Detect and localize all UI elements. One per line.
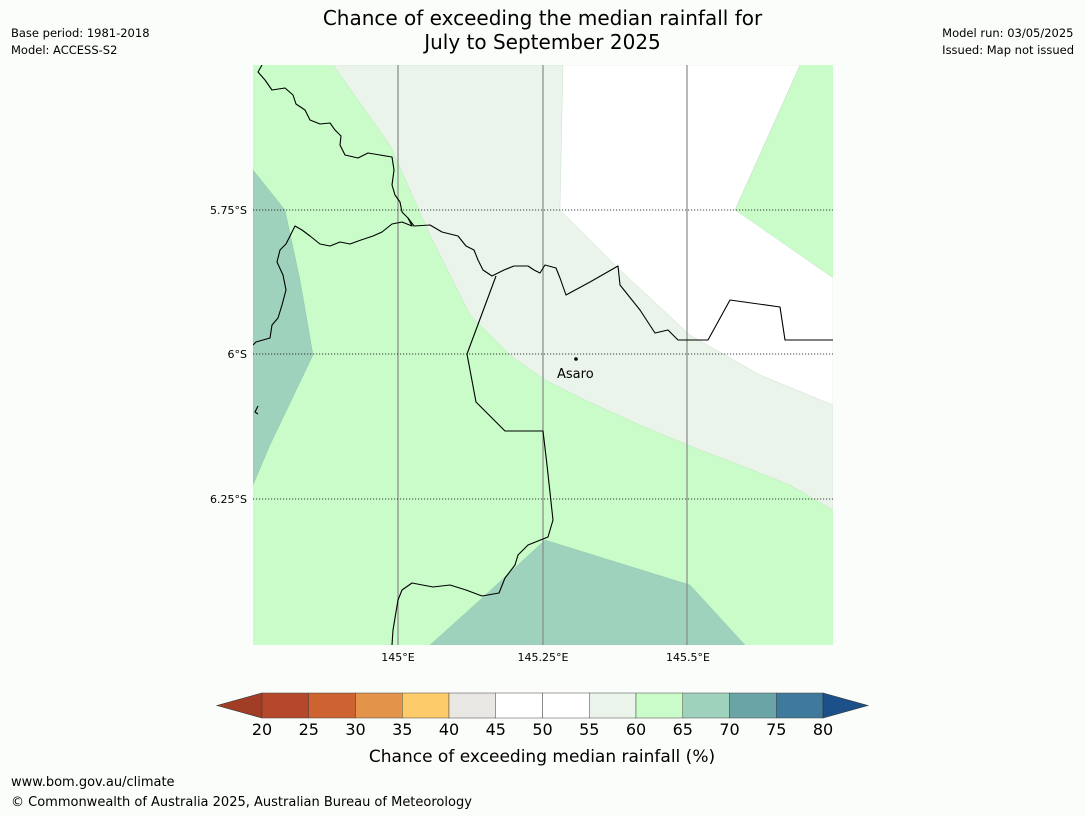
lon-label-145: 145°E [381,651,414,664]
province-boundaries [253,65,833,645]
model-run-text: Model run: 03/05/2025 [942,26,1074,40]
asaro-marker [574,357,578,361]
longitude-gridlines [397,65,688,645]
figure: Asaro 5.75°S 6°S 6.25°S 145°E 145.25°E 1… [210,65,870,767]
map-figure-svg: Asaro 5.75°S 6°S 6.25°S 145°E 145.25°E 1… [210,65,870,767]
asaro-label: Asaro [557,367,594,382]
issued-text: Issued: Map not issued [942,43,1074,57]
model-text: Model: ACCESS-S2 [11,43,118,57]
zone-65-70-south [429,539,746,645]
colorbar-tick-label: 50 [532,720,552,739]
colorbar-segment [308,692,356,719]
colorbar-segment [635,692,683,719]
colorbar-segment [776,692,824,719]
footer-copyright: © Commonwealth of Australia 2025, Austra… [11,795,472,810]
title-line-1: Chance of exceeding the median rainfall … [322,6,763,30]
colorbar-segment [402,692,450,719]
header-meta-right: Model run: 03/05/2025 Issued: Map not is… [942,25,1074,59]
latitude-gridlines [253,209,833,500]
colorbar-segment [495,692,543,719]
lon-label-1455: 145.5°E [666,651,710,664]
colorbar-extend-high [822,692,870,719]
map-title: Chance of exceeding the median rainfall … [0,6,1085,54]
colorbar-segment [542,692,590,719]
map-panel: Asaro [253,65,833,645]
base-period-text: Base period: 1981-2018 [11,26,150,40]
header-meta-left: Base period: 1981-2018 Model: ACCESS-S2 [11,25,150,59]
colorbar-tick-label: 40 [439,720,459,739]
colorbar-tick-label: 55 [579,720,599,739]
colorbar-tick-label: 20 [252,720,272,739]
colorbar [215,692,870,719]
colorbar-segment [448,692,496,719]
colorbar-tick-label: 70 [719,720,739,739]
colorbar-tick-label: 30 [345,720,365,739]
colorbar-tick-label: 80 [813,720,833,739]
lat-label-625: 6.25°S [210,493,247,506]
lat-label-6: 6°S [228,348,247,361]
colorbar-ticks: 20 25 30 35 40 45 50 55 60 65 70 75 80 [252,720,833,739]
colorbar-tick-label: 25 [299,720,319,739]
colorbar-segment [261,692,309,719]
colorbar-tick-label: 35 [392,720,412,739]
colorbar-segment [355,692,403,719]
colorbar-segment [729,692,777,719]
title-line-2: July to September 2025 [424,30,661,54]
footer-url: www.bom.gov.au/climate [11,775,175,790]
colorbar-tick-label: 45 [486,720,506,739]
colorbar-tick-label: 65 [673,720,693,739]
colorbar-segment [682,692,730,719]
colorbar-tick-label: 60 [626,720,646,739]
colorbar-extend-low [215,692,263,719]
lon-label-14525: 145.25°E [518,651,569,664]
colorbar-label: Chance of exceeding median rainfall (%) [369,747,715,767]
lat-label-575: 5.75°S [210,204,247,217]
colorbar-segment [589,692,637,719]
colorbar-tick-label: 75 [766,720,786,739]
zone-65-70-west [253,169,314,486]
